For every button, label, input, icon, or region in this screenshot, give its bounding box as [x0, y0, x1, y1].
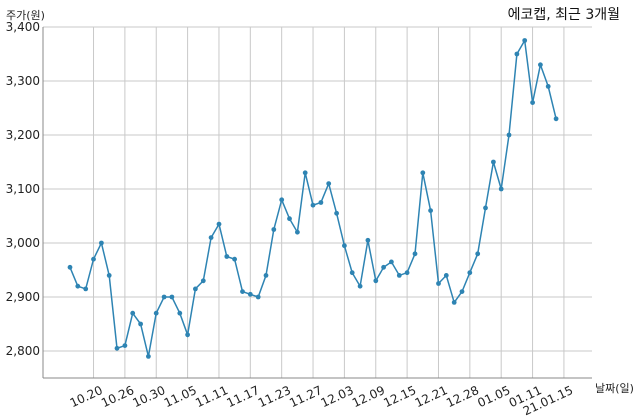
data-point — [491, 159, 496, 165]
data-point — [326, 181, 332, 187]
y-tick-label: 3,000 — [6, 236, 40, 250]
data-point — [538, 62, 543, 68]
data-point — [75, 283, 81, 289]
data-point — [67, 264, 73, 270]
data-point — [295, 229, 300, 235]
data-point — [404, 270, 410, 276]
data-point — [240, 289, 245, 294]
data-point — [255, 294, 261, 300]
data-point — [106, 273, 112, 278]
data-point — [216, 221, 222, 227]
data-point — [436, 281, 441, 286]
data-point — [373, 278, 379, 284]
data-point — [99, 240, 104, 246]
data-point — [475, 251, 481, 257]
data-point — [208, 235, 214, 241]
data-points — [67, 38, 559, 359]
data-point — [122, 343, 128, 348]
data-point — [177, 310, 183, 316]
data-point — [514, 51, 520, 57]
x-axis-label: 날짜(일) — [595, 381, 634, 395]
data-point — [334, 210, 339, 216]
data-point — [200, 278, 206, 284]
data-point — [396, 273, 402, 278]
data-point — [232, 256, 238, 262]
grid-lines — [43, 26, 592, 378]
data-point — [114, 345, 120, 351]
data-point — [443, 273, 449, 278]
data-point — [263, 273, 269, 278]
data-point — [349, 270, 355, 276]
data-point — [498, 186, 504, 192]
data-point — [365, 237, 371, 243]
y-tick-label: 3,400 — [6, 20, 40, 34]
y-tick-label: 3,100 — [6, 182, 40, 196]
data-point — [530, 100, 535, 105]
data-point — [130, 310, 136, 316]
y-tick-label: 3,300 — [6, 74, 40, 88]
data-point — [138, 321, 144, 327]
data-point — [271, 227, 277, 232]
y-tick-label: 2,900 — [6, 290, 40, 304]
y-tick-label: 2,800 — [6, 344, 40, 358]
y-tick-labels: 2,800 2,900 3,000 3,100 3,200 3,300 3,400 — [6, 20, 40, 358]
data-point — [224, 254, 230, 259]
data-point — [193, 286, 198, 292]
data-point — [381, 264, 386, 270]
axes — [42, 27, 592, 379]
data-point — [420, 170, 426, 176]
data-point — [357, 283, 363, 289]
data-point — [318, 200, 324, 205]
data-point — [483, 205, 488, 211]
data-point — [91, 256, 96, 262]
data-point — [153, 310, 159, 316]
data-point — [279, 197, 285, 203]
x-tick-labels: 10.2010.2610.3011.0511.1111.1711.2311.27… — [68, 383, 575, 418]
data-point — [302, 170, 308, 176]
data-point — [342, 243, 347, 249]
data-point — [506, 132, 512, 138]
data-point — [451, 300, 457, 305]
data-point — [412, 251, 418, 257]
y-tick-label: 3,200 — [6, 128, 40, 142]
data-point — [553, 116, 559, 122]
data-point — [161, 294, 167, 300]
data-point — [287, 216, 292, 222]
data-point — [459, 289, 465, 294]
data-point — [146, 354, 151, 359]
data-point — [310, 202, 316, 208]
data-point — [247, 291, 253, 297]
data-point — [467, 270, 473, 276]
data-point — [169, 294, 175, 300]
chart-title: 에코캡, 최근 3개월 — [508, 7, 620, 23]
data-point — [545, 84, 551, 89]
data-point — [522, 38, 528, 43]
data-point — [389, 259, 394, 265]
data-point — [83, 286, 89, 292]
y-axis-label: 주가(원) — [6, 9, 45, 22]
data-point — [185, 332, 191, 338]
data-point — [428, 208, 433, 214]
